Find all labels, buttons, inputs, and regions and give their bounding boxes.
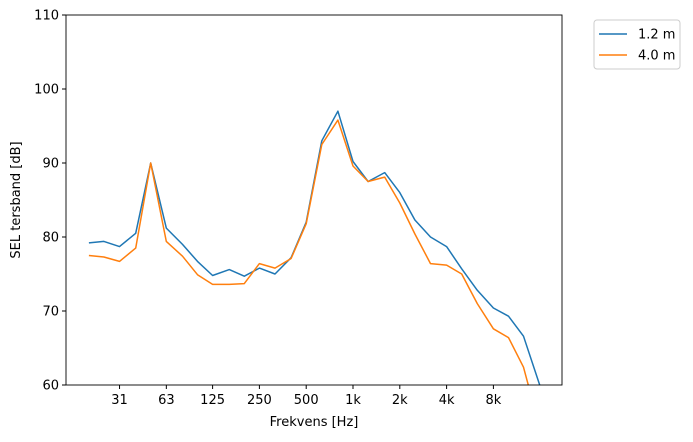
- y-tick-label: 80: [42, 231, 59, 246]
- x-tick-label: 125: [200, 393, 225, 408]
- x-tick-label: 63: [158, 393, 175, 408]
- legend: 1.2 m 4.0 m: [594, 20, 680, 69]
- legend-label: 1.2 m: [638, 28, 675, 43]
- x-tick-label: 500: [294, 393, 319, 408]
- x-tick-label: 4k: [439, 393, 455, 408]
- plot-area: [66, 15, 562, 385]
- x-tick-label: 8k: [485, 393, 501, 408]
- x-tick-label: 250: [247, 393, 272, 408]
- y-tick-label: 100: [34, 83, 59, 98]
- legend-label: 4.0 m: [638, 49, 675, 64]
- x-tick-label: 31: [111, 393, 128, 408]
- y-tick-label: 110: [34, 9, 59, 24]
- x-axis-label: Frekvens [Hz]: [270, 415, 359, 430]
- y-tick-label: 60: [42, 379, 59, 394]
- x-tick-label: 1k: [345, 393, 361, 408]
- y-axis-label: SEL tersband [dB]: [9, 141, 24, 258]
- y-tick-label: 70: [42, 305, 59, 320]
- y-tick-label: 90: [42, 157, 59, 172]
- x-tick-label: 2k: [392, 393, 408, 408]
